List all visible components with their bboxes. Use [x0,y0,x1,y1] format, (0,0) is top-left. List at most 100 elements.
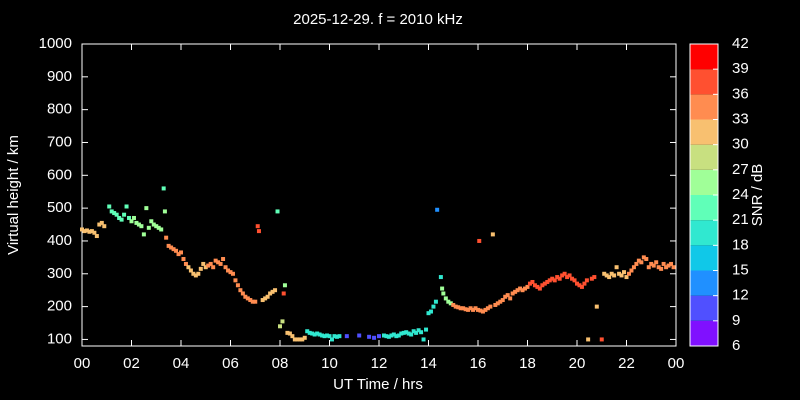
point [357,333,362,338]
point [134,220,139,225]
point [206,263,211,268]
point [164,235,169,240]
point [419,330,424,335]
point [183,261,188,266]
point [416,328,421,333]
point [186,265,191,270]
point [240,291,245,296]
point [409,332,414,337]
point [389,333,394,338]
point [188,268,193,273]
point [659,266,664,271]
point [297,337,302,342]
point [203,265,208,270]
point [636,258,641,263]
point [315,331,320,336]
chart-title: 2025-12-29. f = 2010 kHz [293,11,463,28]
point [644,257,649,262]
point [572,278,577,283]
colorbar-swatch [690,169,718,195]
point [149,219,154,224]
colorbar-tick-label: 30 [732,136,749,153]
x-tick-label: 00 [74,355,91,372]
point [456,305,461,310]
y-tick-label: 800 [47,101,72,118]
point [582,281,587,286]
point [495,301,500,306]
point [253,299,258,304]
point [282,283,287,288]
point [542,281,547,286]
point [107,204,112,209]
point [473,306,478,311]
point [144,206,149,211]
point [570,276,575,281]
point [302,335,307,340]
y-tick-label: 200 [47,298,72,315]
point [307,330,312,335]
point [500,298,505,303]
colorbar-tick-label: 18 [732,236,749,253]
point [84,228,89,233]
point [260,298,265,303]
point [280,319,285,324]
point [575,281,579,286]
colorbar-tick-label: 39 [732,60,749,77]
y-tick-label: 600 [47,166,72,183]
point [651,263,656,268]
y-axis-label: Virtual height / km [5,135,22,255]
colorbar-tick-label: 15 [732,261,749,278]
point [646,265,651,270]
point [426,311,431,316]
point [433,299,438,304]
point [174,248,179,253]
point [94,234,99,239]
point [317,332,322,337]
point [391,332,396,337]
point [435,207,440,212]
x-tick-label: 20 [569,355,586,372]
point [532,283,537,288]
point [213,258,218,263]
point [545,279,550,284]
x-tick-label: 06 [222,355,239,372]
point [560,273,565,278]
point [451,302,456,307]
point [664,265,669,270]
point [198,266,203,271]
point [540,283,545,288]
point [624,275,629,280]
colorbar-swatch [690,144,718,170]
point [631,265,636,270]
y-tick-label: 100 [47,330,72,347]
colorbar-swatch [690,320,718,346]
point [622,270,627,275]
point [510,291,515,296]
point [461,306,466,311]
point [292,337,297,342]
point [565,275,570,280]
point [159,227,164,232]
point [109,209,114,214]
point [181,257,186,262]
point [463,307,468,312]
point [547,278,552,283]
point [99,220,104,225]
colorbar-tick-label: 9 [732,312,740,329]
point [443,296,448,301]
point [424,327,429,332]
point [87,229,92,234]
point [332,334,337,339]
x-tick-label: 22 [618,355,635,372]
point [211,265,216,270]
point [193,273,198,278]
point [649,261,654,266]
point [396,333,401,338]
point [255,224,260,229]
x-tick-label: 02 [123,355,140,372]
point [609,271,614,276]
point [428,309,433,314]
point [381,333,386,338]
point [278,324,282,329]
point [468,306,473,311]
